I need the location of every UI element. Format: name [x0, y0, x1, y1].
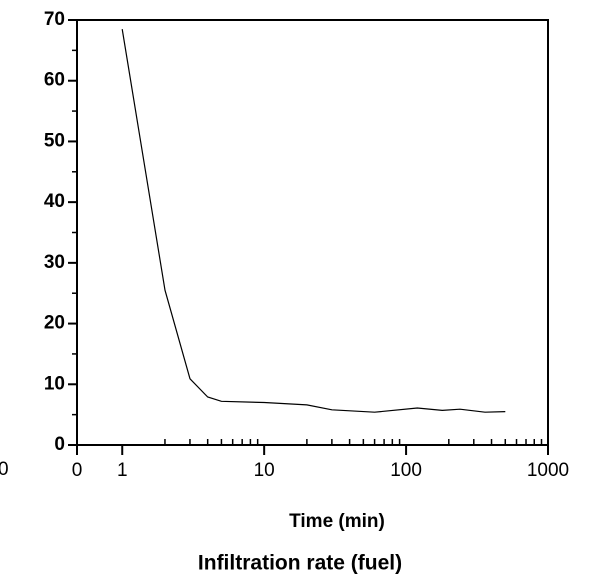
line-series	[121, 29, 506, 413]
y-tick-label: 60	[44, 70, 65, 91]
plot-frame	[76, 19, 549, 446]
y-tick-label: 30	[44, 252, 65, 273]
x-tick-label: 1000	[527, 460, 569, 481]
y-tick-label: 50	[44, 130, 65, 151]
y-tick-label: 20	[44, 313, 65, 334]
stray-label: 0	[0, 459, 9, 480]
chart-title: Infiltration rate (fuel)	[198, 552, 402, 575]
x-tick-label: 1	[117, 460, 128, 481]
y-tick-label: 40	[44, 191, 65, 212]
x-tick-label: 10	[254, 460, 275, 481]
x-tick-label: 100	[390, 460, 422, 481]
y-tick-label: 0	[54, 434, 65, 455]
y-tick-label: 70	[44, 9, 65, 30]
y-tick-label: 10	[44, 373, 65, 394]
x-axis-label: Time (min)	[289, 511, 385, 532]
x-tick-label: 0	[72, 460, 83, 481]
